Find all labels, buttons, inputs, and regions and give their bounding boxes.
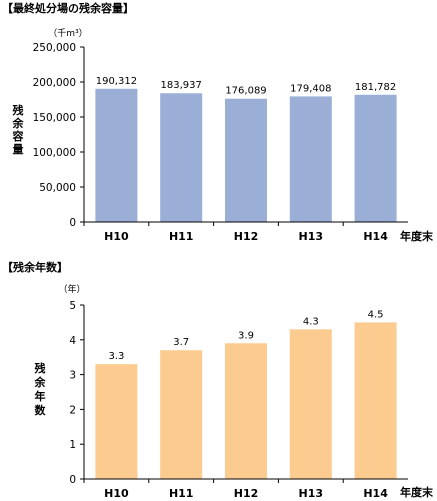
bar-H12 [225,343,267,479]
y-tick-label: 0 [69,217,76,229]
capacity-bar-chart: （千m³） 残余容量 年度末 0 50,000 100,000 150,000 200,… [12,28,434,243]
bar-H12 [225,98,267,222]
x-tick-label: H10 [104,487,129,500]
y-tick-label: 200,000 [33,77,76,89]
y-tick-label: 3 [69,370,76,382]
y-tick-label: 2 [69,404,76,416]
chart2-title: 【残余年数】 [2,261,68,274]
chart2-xlabel: 年度末 [400,485,434,499]
y-tick-label: 150,000 [33,112,76,124]
bar-value-label: 183,937 [161,80,202,91]
bar-H10 [95,364,138,479]
x-tick-label: H12 [234,487,259,500]
x-tick-label: H13 [299,487,324,500]
x-tick-label: H14 [363,487,388,500]
y-tick-label: 0 [69,474,76,486]
y-tick-label: 1 [69,439,76,451]
x-tick-label: H12 [234,230,259,243]
chart2-unit-label: （年） [58,283,85,295]
bar-H11 [160,350,203,479]
bar-value-label: 176,089 [225,86,266,97]
bar-H10 [95,88,138,222]
bar-value-label: 3.3 [108,351,124,362]
x-tick-label: H11 [169,230,194,243]
bar-value-label: 3.9 [238,330,254,341]
bar-value-label: 190,312 [96,76,137,87]
x-tick-label: H13 [299,230,324,243]
bar-value-label: 179,408 [290,83,331,94]
y-tick-label: 50,000 [39,182,76,194]
y-tick-label: 100,000 [33,147,76,159]
chart1-ylabel: 残余容量 [12,103,25,156]
chart2-ylabel: 残余年数 [34,361,47,417]
y-tick-label: 4 [69,335,76,347]
bar-H14 [354,322,397,479]
bar-H11 [160,93,203,222]
y-tick-label: 250,000 [33,42,76,54]
bar-value-label: 3.7 [173,337,189,348]
x-tick-label: H10 [104,230,129,243]
y-tick-label: 5 [69,300,76,312]
bar-H13 [289,96,332,222]
bar-H14 [354,94,397,222]
chart1-title: 【最終処分場の残余容量】 [2,2,134,15]
chart1-xlabel: 年度末 [400,229,434,243]
x-tick-label: H14 [363,230,388,243]
bar-value-label: 4.5 [368,309,384,320]
bar-value-label: 181,782 [355,82,396,93]
chart1-unit-label: （千m³） [48,28,87,39]
x-tick-label: H11 [169,487,194,500]
bar-H13 [289,329,332,479]
bar-value-label: 4.3 [303,316,319,327]
